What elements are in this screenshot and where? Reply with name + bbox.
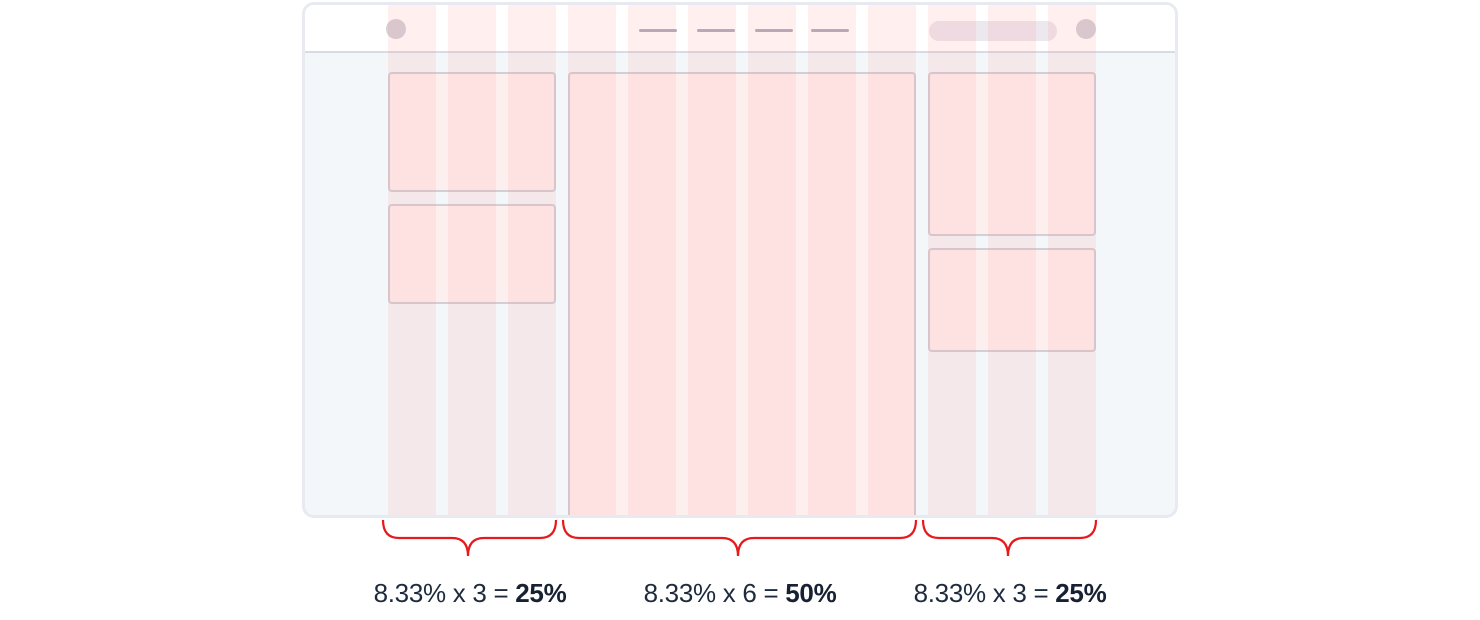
right-brace (921, 519, 1098, 557)
grid-column (628, 5, 676, 515)
avatar-dot-icon (1076, 19, 1096, 39)
nav-item-placeholder (697, 29, 735, 32)
browser-window-mockup (302, 2, 1178, 518)
left-card-bottom (388, 204, 556, 304)
middle-width-label: 8.33% x 6 = 50% (610, 578, 870, 609)
grid-column (928, 5, 976, 515)
search-bar-placeholder (929, 21, 1057, 41)
window-top-bar (305, 5, 1175, 53)
grid-column (868, 5, 916, 515)
grid-column (988, 5, 1036, 515)
right-width-expression: 8.33% x 3 = (913, 578, 1056, 608)
grid-column (388, 5, 436, 515)
right-card-bottom (928, 248, 1096, 352)
left-width-result: 25% (515, 578, 567, 608)
grid-column (1048, 5, 1096, 515)
right-width-label: 8.33% x 3 = 25% (880, 578, 1140, 609)
grid-column (688, 5, 736, 515)
grid-column (568, 5, 616, 515)
grid-column (448, 5, 496, 515)
grid-column (748, 5, 796, 515)
left-brace (381, 519, 558, 557)
right-card-top (928, 72, 1096, 236)
middle-width-expression: 8.33% x 6 = (643, 578, 786, 608)
grid-column (508, 5, 556, 515)
middle-brace (561, 519, 918, 557)
nav-item-placeholder (639, 29, 677, 32)
grid-column (808, 5, 856, 515)
nav-item-placeholder (811, 29, 849, 32)
middle-width-result: 50% (785, 578, 837, 608)
left-width-label: 8.33% x 3 = 25% (340, 578, 600, 609)
nav-item-placeholder (755, 29, 793, 32)
left-width-expression: 8.33% x 3 = (373, 578, 516, 608)
left-card-top (388, 72, 556, 192)
logo-dot-icon (386, 19, 406, 39)
right-width-result: 25% (1055, 578, 1107, 608)
main-content-card (568, 72, 916, 515)
